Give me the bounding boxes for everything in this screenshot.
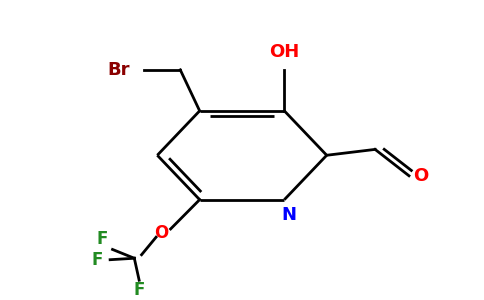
Text: O: O: [154, 224, 168, 242]
Text: F: F: [134, 281, 145, 299]
Text: F: F: [96, 230, 107, 248]
Text: F: F: [91, 251, 103, 269]
Text: N: N: [282, 206, 297, 224]
Text: Br: Br: [107, 61, 130, 79]
Text: O: O: [413, 167, 429, 185]
Text: OH: OH: [269, 43, 300, 61]
